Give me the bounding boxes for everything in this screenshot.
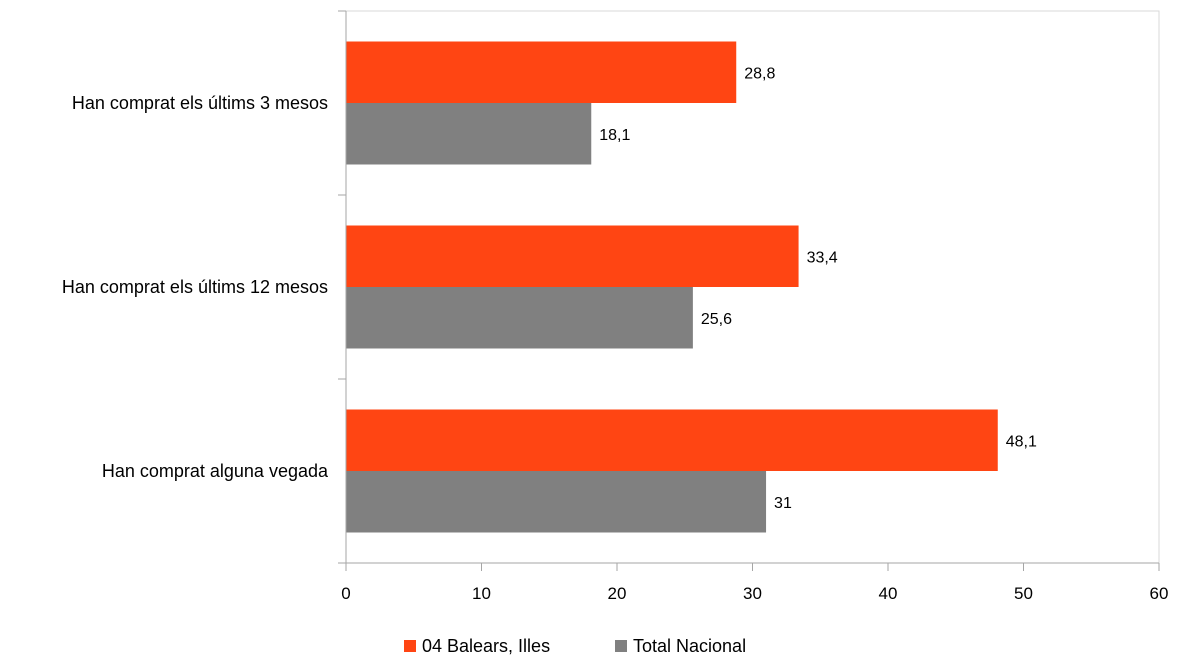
bar-total-nacional (346, 103, 592, 165)
bar-balears (346, 225, 799, 287)
x-tick-label: 40 (879, 584, 898, 603)
bars-group: 28,8 18,1 33,4 25,6 48,1 31 (346, 41, 1037, 533)
data-label: 28,8 (744, 65, 775, 82)
category-label: Han comprat els últims 3 mesos (72, 93, 328, 113)
data-label: 25,6 (701, 311, 732, 328)
x-tick-label: 30 (743, 584, 762, 603)
legend-label: Total Nacional (633, 636, 746, 656)
bar-total-nacional (346, 287, 693, 349)
x-tick-label: 60 (1150, 584, 1169, 603)
legend-swatch (615, 640, 627, 652)
legend-label: 04 Balears, Illes (422, 636, 550, 656)
data-label: 31 (774, 495, 792, 512)
legend-swatch (404, 640, 416, 652)
axes-group: 0 10 20 30 40 50 60 Han comprat els últims 3 me… (62, 10, 1169, 603)
bar-balears (346, 409, 998, 471)
bar-balears (346, 41, 737, 103)
data-label: 48,1 (1006, 433, 1037, 450)
legend: 04 Balears, Illes Total Nacional (404, 636, 746, 656)
data-label: 33,4 (807, 249, 838, 266)
category-label: Han comprat els últims 12 mesos (62, 277, 328, 297)
x-tick-label: 20 (608, 584, 627, 603)
category-label: Han comprat alguna vegada (102, 461, 329, 481)
x-tick-label: 0 (341, 584, 350, 603)
x-tick-label: 50 (1014, 584, 1033, 603)
x-tick-label: 10 (472, 584, 491, 603)
data-label: 18,1 (599, 127, 630, 144)
bar-total-nacional (346, 471, 767, 533)
